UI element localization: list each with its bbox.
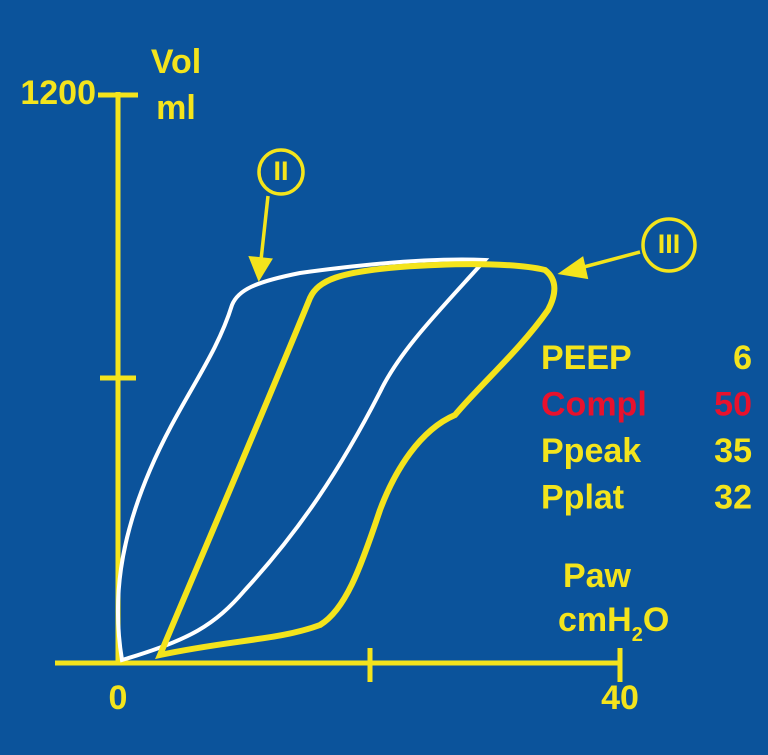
arrow — [259, 195, 270, 261]
loop-label: II — [273, 156, 288, 186]
loop-iii — [155, 261, 558, 660]
parameter-value: 6 — [733, 339, 752, 377]
y-tick-label: 1200 — [20, 74, 96, 112]
arrow — [579, 250, 641, 270]
arrowhead — [557, 256, 589, 280]
loop-label: III — [658, 229, 681, 259]
unit-part: cmH — [558, 601, 632, 639]
parameters: PEEP 6 Compl 50 Ppeak 35 Pplat 32 — [541, 339, 752, 517]
x-tick-label: 40 — [601, 679, 639, 717]
parameter-value: 35 — [714, 432, 752, 470]
loop-marker — [641, 217, 697, 273]
unit-sub: 2 — [632, 624, 643, 646]
loop-marker — [257, 148, 305, 196]
parameter-name: Pplat — [541, 478, 624, 516]
unit-part: O — [643, 601, 669, 639]
axes — [55, 92, 623, 682]
arrowhead — [248, 255, 273, 282]
parameter-name: PEEP — [541, 339, 632, 377]
y-axis-unit: ml — [156, 89, 196, 127]
arrows — [248, 195, 641, 282]
x-axis-unit: cmH2O — [558, 601, 669, 646]
x-axis-label: Paw — [563, 557, 632, 595]
y-axis-label: Vol — [151, 43, 201, 81]
loop-ii — [115, 257, 490, 663]
parameter-value: 32 — [714, 478, 752, 516]
parameter-name: Ppeak — [541, 432, 641, 470]
x-tick-label: 0 — [109, 679, 128, 717]
parameter-name: Compl — [541, 385, 647, 423]
parameter-value: 50 — [714, 385, 752, 423]
